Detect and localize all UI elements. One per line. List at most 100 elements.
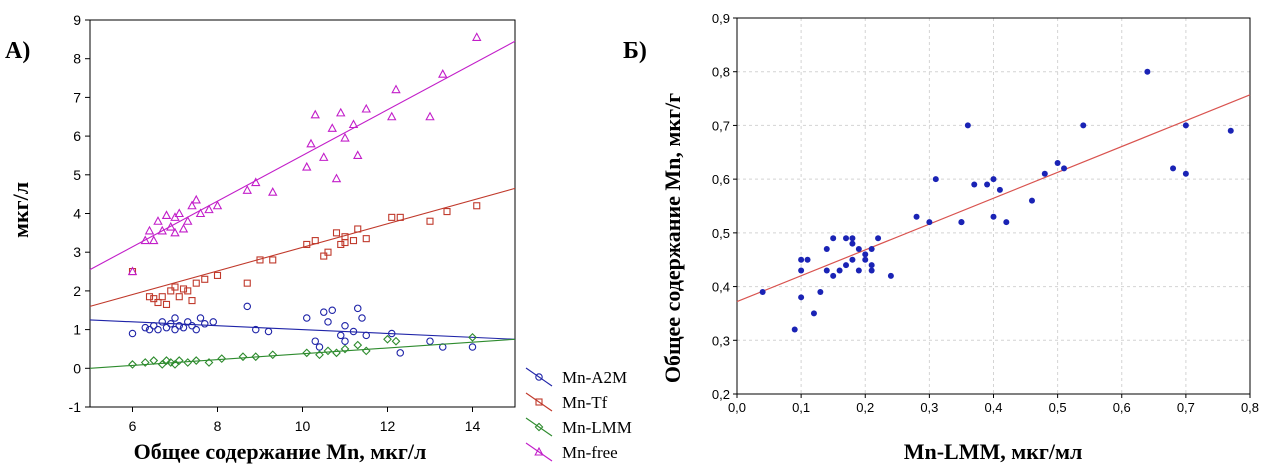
- chart-a-data-point: [171, 283, 179, 291]
- chart-a-data-point: [154, 298, 162, 307]
- chart-a-data-point: [167, 287, 175, 295]
- chart-a-data-point: [306, 138, 316, 148]
- chart-a-x-tick-label: 10: [295, 418, 311, 434]
- chart-a-data-point: [179, 285, 188, 293]
- chart-b-data-point: [849, 235, 856, 242]
- chart-a-data-point: [354, 225, 362, 233]
- chart-a-data-point: [150, 321, 158, 330]
- chart-a-data-point: [183, 358, 193, 367]
- chart-a-data-point: [438, 69, 448, 78]
- chart-a-data-point: [324, 318, 332, 326]
- chart-b-x-tick-label: 0,3: [920, 400, 938, 415]
- chart-a-y-tick-label: 8: [73, 51, 81, 67]
- chart-a-data-point: [331, 173, 342, 183]
- chart-b-data-point: [810, 310, 817, 317]
- chart-b-data-point: [1144, 68, 1151, 75]
- chart-a-data-point: [128, 360, 137, 369]
- chart-a-data-point: [353, 340, 363, 350]
- chart-b-data-point: [836, 267, 843, 274]
- chart-a-data-point: [196, 314, 205, 322]
- chart-a-data-point: [340, 344, 350, 354]
- chart-a-data-point: [302, 314, 311, 322]
- chart-a-frame: [89, 19, 516, 408]
- chart-a-y-tick-label: 1: [73, 322, 81, 338]
- chart-a-data-point: [149, 356, 159, 365]
- chart-a-data-point: [361, 346, 371, 356]
- chart-a-data-point: [171, 325, 179, 334]
- chart-a-data-point: [170, 227, 180, 237]
- chart-a-data-point: [336, 331, 345, 340]
- chart-a-data-point: [166, 358, 176, 367]
- chart-a-data-point: [320, 252, 328, 260]
- chart-b-data-point: [843, 235, 850, 242]
- chart-a-data-point: [472, 32, 482, 41]
- chart-a-data-point: [140, 358, 150, 367]
- chart-a-data-point: [332, 229, 341, 237]
- chart-a-legend-marker: [535, 398, 543, 406]
- chart-b-y-axis-label: Общее содержание Mn, мкг/г: [660, 93, 685, 383]
- chart-a-data-point: [349, 327, 358, 336]
- chart-a-legend-swatch-line: [525, 392, 553, 412]
- chart-a-data-point: [192, 325, 201, 334]
- chart-a-data-point: [252, 325, 260, 334]
- chart-b-x-tick-label: 0,8: [1241, 400, 1259, 415]
- chart-b-data-point: [1182, 170, 1189, 177]
- chart-b-data-point: [855, 267, 862, 274]
- chart-a-data-point: [204, 204, 214, 214]
- chart-b-plot-area: 0,0 0,1 0,2 0,3 0,4 0,5 0,6 0,7 0,8 0,2 0,3 0,4 0,5 0…: [712, 11, 1259, 415]
- chart-b-data-point: [996, 186, 1003, 193]
- chart-a-panel-label: А): [5, 38, 30, 64]
- chart-a-data-point: [349, 237, 358, 245]
- chart-a-data-point: [311, 237, 319, 245]
- chart-b-data-point: [1170, 165, 1177, 172]
- chart-a-data-point: [388, 213, 396, 221]
- chart-b-data-point: [926, 219, 933, 226]
- chart-b-y-tick-label: 0,3: [712, 333, 730, 348]
- chart-a-data-point: [361, 103, 371, 113]
- chart-b-x-tick-label: 0,7: [1177, 400, 1195, 415]
- chart-a-data-point: [201, 275, 209, 283]
- chart-a-data-point: [149, 235, 159, 245]
- chart-a-legend-label: Mn-free: [562, 443, 618, 462]
- chart-b-y-tick-label: 0,2: [712, 387, 730, 402]
- chart-a-data-point: [157, 225, 167, 235]
- chart-b-x-axis-label: Mn-LMM, мкг/мл: [904, 439, 1083, 464]
- chart-a-data-point: [192, 279, 200, 287]
- chart-a-data-point: [243, 279, 251, 287]
- chart-a-data-point: [358, 314, 366, 322]
- chart-b-data-point: [932, 176, 939, 183]
- chart-a-data-point: [153, 216, 163, 225]
- chart-a-data-point: [256, 256, 264, 264]
- chart-b-data-point: [855, 245, 862, 252]
- chart-b-data-point: [875, 235, 882, 242]
- chart-a-data-point: [167, 320, 175, 328]
- chart-a-data-point: [337, 240, 345, 249]
- chart-a-data-point: [162, 356, 171, 365]
- chart-a-data-point: [154, 325, 162, 334]
- chart-b-x-tick-label: 0,4: [984, 400, 1002, 415]
- chart-a-legend: Mn-A2M Mn-Tf Mn-LMM Mn-free: [525, 367, 632, 462]
- chart-b-data-point: [1061, 165, 1068, 172]
- chart-a-data-point: [145, 325, 154, 334]
- chart-a-data-point: [187, 200, 197, 210]
- chart-a-legend-swatch-line: [525, 367, 553, 387]
- chart-a-data-point: [468, 343, 477, 351]
- chart-b-data-point: [1182, 122, 1189, 129]
- chart-a-data-point: [391, 84, 401, 94]
- chart-b-data-point: [830, 235, 837, 242]
- chart-a-data-point: [213, 271, 222, 279]
- chart-a-data-point: [387, 329, 396, 338]
- chart-a-legend-marker: [534, 422, 544, 432]
- chart-a-x-tick-label: 6: [129, 418, 137, 434]
- chart-a-data-point: [443, 208, 451, 216]
- chart-b-data-point: [759, 288, 766, 295]
- chart-a-x-tick-label: 8: [214, 418, 222, 434]
- chart-a-y-tick-label: 0: [73, 360, 81, 376]
- chart-a-data-point: [341, 321, 349, 330]
- chart-a-data-point: [144, 225, 155, 235]
- chart-a-x-tick-label: 14: [465, 418, 481, 434]
- chart-b-data-point: [798, 267, 805, 274]
- chart-a-y-tick-label: 9: [73, 12, 81, 28]
- chart-a-data-point: [188, 321, 196, 330]
